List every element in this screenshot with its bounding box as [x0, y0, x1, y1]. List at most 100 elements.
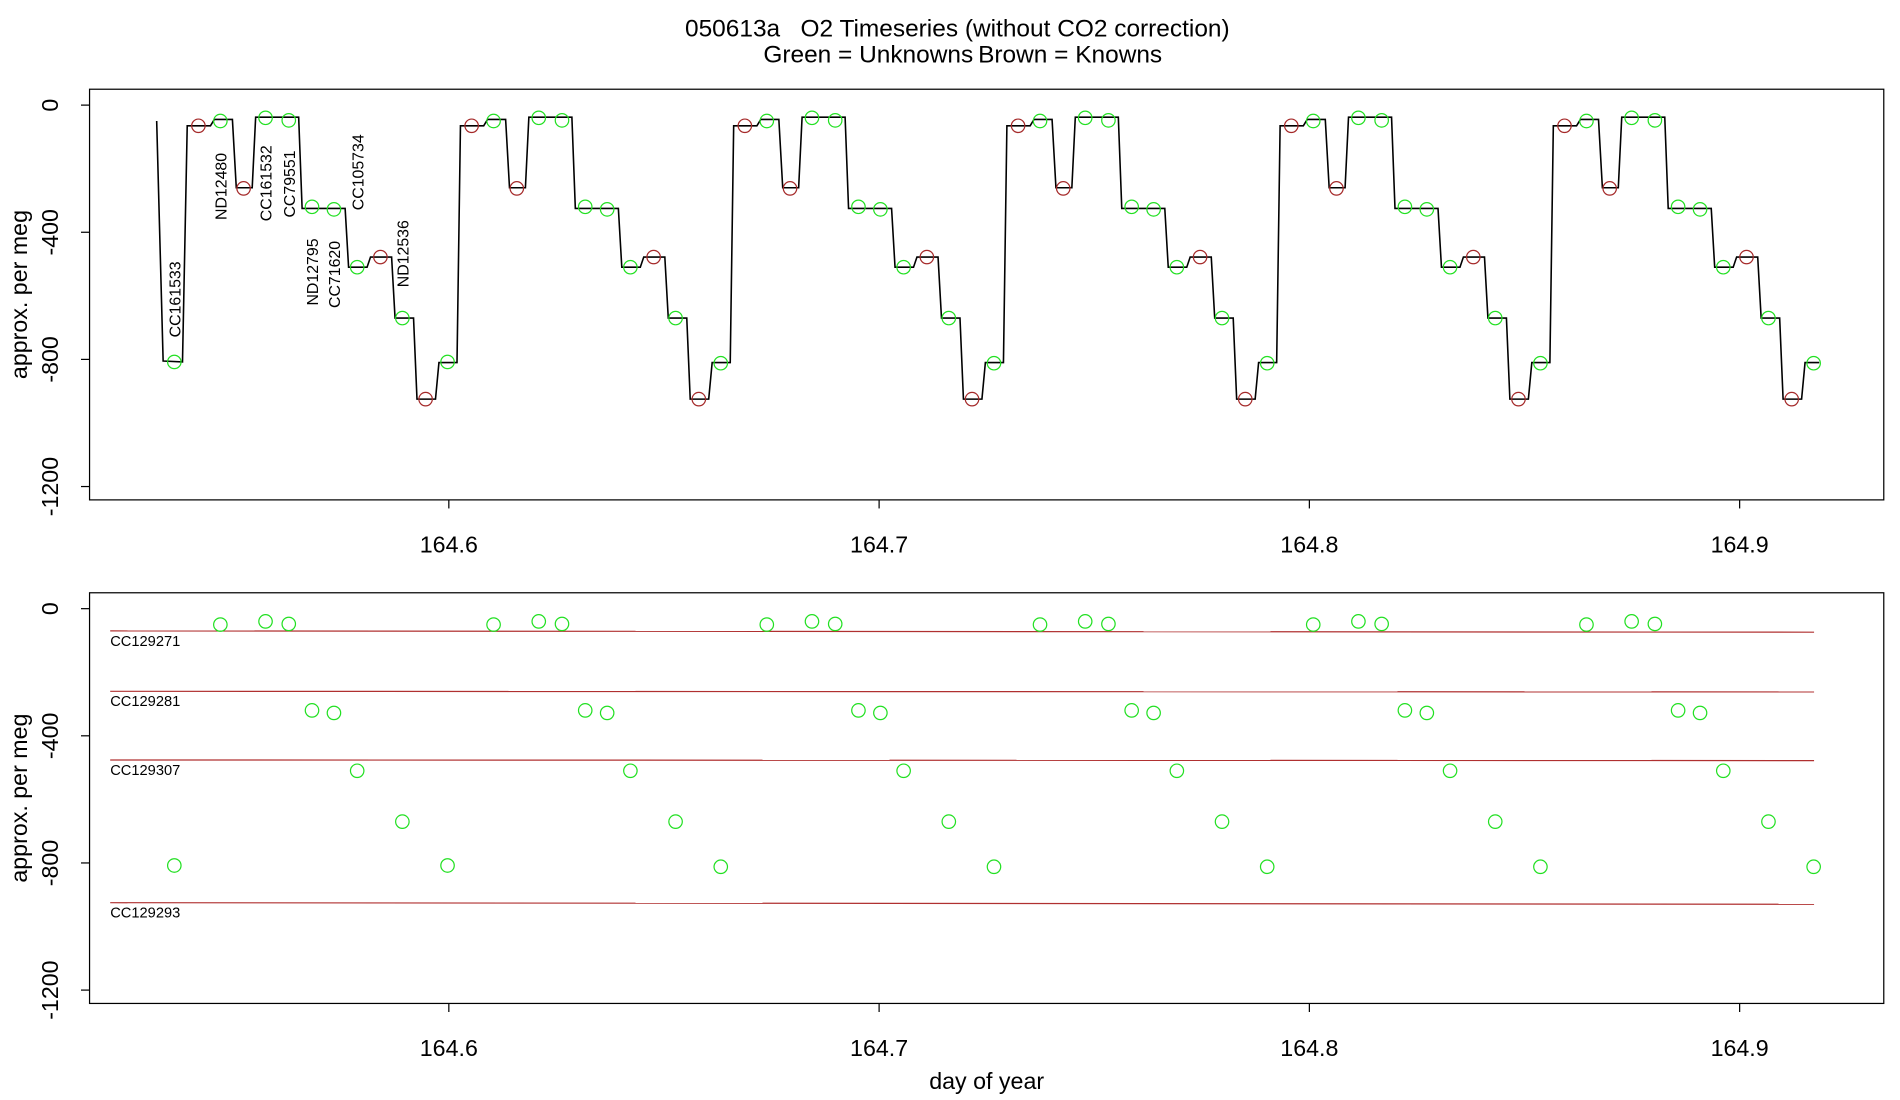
- unknown-point: [804, 614, 820, 629]
- known-point: [1055, 181, 1071, 196]
- point-label: CC161532: [259, 145, 276, 221]
- unknown-point: [1806, 859, 1821, 875]
- unknown-point: [304, 199, 320, 215]
- unknown-point: [1715, 763, 1731, 779]
- unknown-point: [1761, 814, 1776, 829]
- x-tick-label: 164.9: [1711, 531, 1769, 557]
- known-point: [646, 249, 661, 265]
- unknown-point: [554, 616, 570, 632]
- unknown-point: [804, 110, 820, 126]
- unknown-point: [1259, 859, 1275, 875]
- unknown-point: [1419, 705, 1435, 721]
- unknown-point: [1124, 703, 1140, 718]
- unknown-point: [1442, 763, 1458, 779]
- legend-unknowns: Green = Unknowns: [763, 41, 973, 68]
- y-tick-label: -800: [37, 840, 63, 886]
- unknown-point: [1124, 199, 1140, 215]
- unknown-point: [531, 110, 547, 126]
- unknown-point: [440, 858, 455, 873]
- unknown-point: [896, 763, 911, 779]
- point-label: ND12536: [395, 220, 412, 287]
- unknown-point: [304, 703, 320, 718]
- unknown-point: [1101, 113, 1116, 128]
- unknown-point: [440, 354, 455, 370]
- unknown-point: [1806, 355, 1821, 371]
- unknown-point: [1146, 202, 1161, 217]
- unknown-point: [1077, 614, 1093, 629]
- unknown-point: [873, 705, 888, 721]
- known-point: [418, 391, 433, 407]
- unknown-point: [258, 614, 273, 629]
- unknown-point: [1032, 617, 1048, 632]
- unknown-point: [486, 617, 501, 632]
- unknown-point: [1624, 614, 1639, 629]
- legend-knowns: Brown = Knowns: [978, 41, 1162, 68]
- unknown-point: [166, 354, 182, 370]
- unknown-point: [395, 310, 410, 326]
- known-point: [1192, 249, 1208, 265]
- unknown-point: [577, 199, 593, 215]
- unknown-point: [1419, 202, 1435, 217]
- y-tick-label: -1200: [37, 457, 63, 516]
- y-tick-label: -800: [37, 336, 63, 382]
- unknown-point: [326, 202, 342, 217]
- x-tick-label: 164.7: [850, 1035, 908, 1061]
- point-label: CC105734: [350, 134, 367, 210]
- unknown-point: [1214, 814, 1230, 829]
- y-tick-label: -400: [37, 209, 63, 255]
- unknown-point: [281, 113, 297, 128]
- unknown-point: [258, 110, 273, 126]
- unknown-point: [554, 113, 570, 128]
- chart-title: 050613a O2 Timeseries (without CO2 corre…: [685, 16, 1230, 43]
- unknown-point: [941, 814, 957, 829]
- y-axis-label: approx. per meg: [6, 714, 32, 883]
- unknown-point: [986, 859, 1002, 875]
- point-label: ND12795: [305, 238, 322, 305]
- unknown-point: [1101, 616, 1116, 632]
- unknown-point: [1169, 259, 1185, 275]
- reference-line: [110, 630, 1815, 633]
- unknown-point: [1579, 617, 1594, 632]
- reference-line: [110, 759, 1815, 762]
- known-point: [1511, 391, 1526, 407]
- known-point: [737, 118, 753, 134]
- known-point: [1010, 118, 1026, 134]
- unknown-point: [873, 202, 888, 217]
- unknown-point: [1624, 110, 1639, 126]
- unknown-point: [599, 705, 615, 721]
- y-tick-label: 0: [37, 602, 63, 615]
- unknown-point: [1259, 355, 1275, 371]
- y-tick-label: 0: [37, 99, 63, 112]
- unknown-point: [1487, 310, 1503, 326]
- x-tick-label: 164.7: [850, 531, 908, 557]
- known-point: [191, 118, 206, 134]
- known-point: [1237, 391, 1253, 407]
- unknown-point: [1351, 110, 1366, 126]
- known-point: [1329, 181, 1344, 196]
- unknown-point: [668, 310, 683, 326]
- unknown-point: [827, 113, 843, 128]
- point-label: CC161533: [167, 261, 184, 337]
- known-point: [782, 181, 798, 196]
- unknown-point: [1146, 705, 1161, 721]
- unknown-point: [486, 113, 501, 129]
- x-axis-label: day of year: [929, 1068, 1044, 1094]
- unknown-point: [1351, 614, 1366, 629]
- unknown-point: [1533, 355, 1548, 371]
- unknown-point: [1647, 616, 1663, 632]
- unknown-point: [1487, 814, 1503, 829]
- unknown-point: [326, 705, 342, 721]
- unknown-point: [759, 617, 775, 632]
- point-label: ND12480: [213, 153, 230, 220]
- unknown-point: [1169, 763, 1185, 779]
- unknown-point: [1397, 199, 1413, 215]
- known-point: [691, 391, 707, 407]
- point-label: CC71620: [327, 241, 344, 308]
- unknown-point: [599, 202, 615, 217]
- unknown-point: [668, 814, 683, 829]
- y-axis-label: approx. per meg: [6, 210, 32, 379]
- unknown-point: [395, 814, 410, 829]
- known-point: [509, 181, 525, 196]
